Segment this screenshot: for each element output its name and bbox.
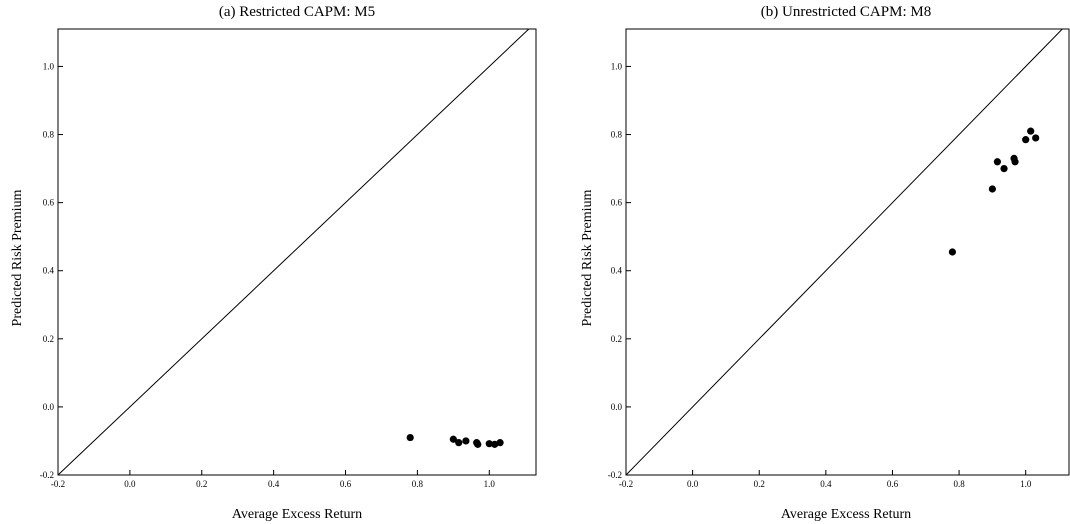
y-tick-label: 0.0 <box>611 402 623 412</box>
scatter-point <box>993 158 1001 166</box>
scatter-point <box>449 435 457 443</box>
scatter-point <box>1032 134 1040 142</box>
plot-frame <box>57 28 537 476</box>
x-tick-label: 0.6 <box>340 479 352 489</box>
scatter-point <box>455 439 463 447</box>
y-axis-label: Predicted Risk Premium <box>580 189 595 326</box>
mark-layer <box>57 28 530 476</box>
y-tick-label: 0.8 <box>43 130 55 140</box>
scatter-point <box>1000 164 1008 173</box>
tick-layer: -0.2 0.0 0.2 0.4 0.6 0.8 1.0 -0.2 0.0 0.2 0.4 0.6 0.… <box>608 61 1032 489</box>
y-tick-label: 1.0 <box>611 61 623 71</box>
mark-layer <box>625 28 1063 476</box>
x-tick-label: 1.0 <box>484 479 496 489</box>
y-tick-label: 0.2 <box>43 334 54 344</box>
x-tick-label: 0.0 <box>687 479 699 489</box>
panel-title: (a) Restricted CAPM: M5 <box>219 4 375 20</box>
y-tick-label: 0.0 <box>43 402 55 412</box>
y-tick-label: 0.6 <box>43 198 55 208</box>
panel-restricted-capm: (a) Restricted CAPM: M5 Average Excess R… <box>10 4 537 522</box>
plot-frame <box>625 28 1070 476</box>
scatter-point <box>988 185 996 193</box>
x-tick-label: 0.2 <box>754 479 765 489</box>
y-tick-label: 0.4 <box>43 266 55 276</box>
panel-unrestricted-capm: (b) Unrestricted CAPM: M8 Average Excess… <box>580 4 1070 522</box>
x-tick-label: 0.8 <box>953 479 965 489</box>
tick-layer: -0.2 0.0 0.2 0.4 0.6 0.8 1.0 -0.2 0.0 0.2 0.4 0.6 0.… <box>40 61 496 489</box>
x-axis-label: Average Excess Return <box>781 507 911 522</box>
scatter-point <box>485 440 493 448</box>
y-tick-label: 0.6 <box>611 198 623 208</box>
reference-line-45deg <box>57 28 530 476</box>
y-tick-label: -0.2 <box>608 470 622 480</box>
x-tick-label: -0.2 <box>51 479 65 489</box>
x-tick-label: 0.4 <box>820 479 832 489</box>
y-tick-label: 0.4 <box>611 266 623 276</box>
x-tick-label: 1.0 <box>1020 479 1032 489</box>
scatter-point <box>474 440 482 448</box>
scatter-point <box>1011 158 1019 166</box>
x-tick-label: -0.2 <box>619 479 633 489</box>
x-tick-label: 0.2 <box>196 479 207 489</box>
y-tick-label: 0.8 <box>611 130 623 140</box>
x-tick-label: 0.4 <box>268 479 280 489</box>
scatter-point <box>1027 127 1035 135</box>
scatter-point <box>1022 136 1030 144</box>
scatter-point <box>948 248 957 256</box>
x-tick-label: 0.0 <box>124 479 136 489</box>
scatter-point <box>496 439 504 447</box>
y-axis-label: Predicted Risk Premium <box>10 189 25 326</box>
y-tick-label: 0.2 <box>611 334 622 344</box>
scatter-point <box>406 433 414 442</box>
x-tick-label: 0.8 <box>412 479 424 489</box>
y-tick-label: -0.2 <box>40 470 54 480</box>
panel-title: (b) Unrestricted CAPM: M8 <box>761 4 931 20</box>
y-tick-label: 1.0 <box>43 61 55 71</box>
x-axis-label: Average Excess Return <box>232 507 362 522</box>
scatter-point <box>462 437 470 445</box>
x-tick-label: 0.6 <box>887 479 899 489</box>
reference-line-45deg <box>625 28 1063 476</box>
